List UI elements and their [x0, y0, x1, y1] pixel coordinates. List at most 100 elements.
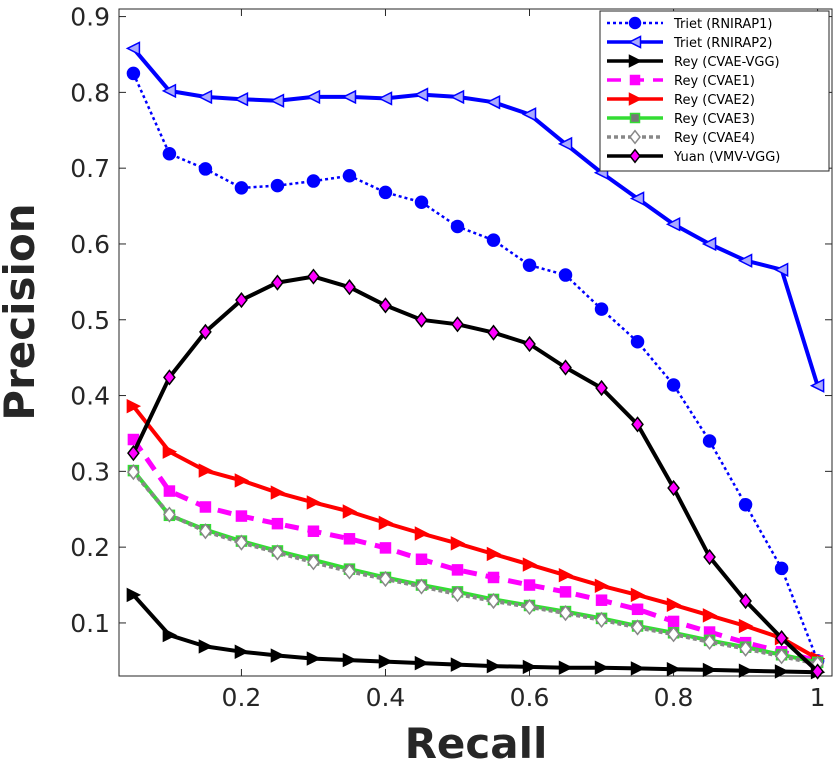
data-point: [595, 611, 608, 629]
series-8: [127, 268, 824, 680]
data-point: [234, 644, 250, 659]
data-point: [233, 91, 249, 107]
data-point: [270, 485, 286, 500]
y-tick-label: 0.4: [70, 382, 110, 411]
data-point: [451, 564, 464, 576]
data-point: [631, 619, 644, 636]
data-point: [666, 378, 681, 392]
legend-item: Rey (CVAE-VGG): [607, 54, 780, 70]
legend-item: Yuan (VMV-VGG): [607, 148, 780, 165]
data-point: [199, 523, 212, 540]
data-point: [522, 258, 537, 272]
data-point: [449, 89, 465, 105]
data-point: [558, 268, 573, 282]
data-point: [594, 578, 610, 594]
data-point: [631, 603, 644, 616]
data-point: [739, 592, 752, 610]
data-point: [414, 655, 430, 671]
y-axis-ticks: 0.1 0.2 0.3 0.4 0.5 0.6 0.7 0.8 0.9: [70, 3, 832, 638]
data-point: [522, 659, 538, 675]
data-point: [414, 195, 429, 210]
legend-label: Rey (CVAE-VGG): [674, 55, 780, 70]
series-2: [125, 41, 825, 393]
data-point: [198, 162, 213, 176]
data-point: [307, 525, 320, 537]
data-point: [631, 416, 644, 433]
x-axis-ticks: 0.2 0.4 0.6 0.8 1: [222, 9, 826, 712]
data-point: [450, 219, 465, 234]
data-point: [703, 548, 716, 566]
data-point: [271, 544, 284, 561]
data-point: [343, 279, 356, 296]
data-point: [235, 534, 248, 551]
legend-item: Triet (RNIRAP1): [607, 16, 772, 32]
data-point: [199, 323, 212, 341]
legend-label: Rey (CVAE3): [674, 112, 755, 127]
data-point: [127, 445, 140, 462]
series-line: [132, 72, 819, 662]
data-point: [306, 174, 321, 188]
data-point: [521, 107, 537, 122]
data-point: [198, 463, 214, 478]
legend-marker: [628, 54, 643, 68]
data-point: [809, 378, 825, 393]
y-tick-label: 0.5: [70, 306, 110, 335]
y-tick-label: 0.6: [70, 230, 110, 259]
x-tick-label: 0.2: [222, 683, 262, 712]
data-point: [415, 553, 428, 566]
legend-marker: [628, 92, 643, 106]
data-point: [377, 91, 393, 106]
data-point: [269, 93, 285, 108]
legend-label: Triet (RNIRAP1): [673, 17, 772, 32]
data-point: [630, 334, 645, 349]
legend-item: Rey (CVAE4): [607, 129, 755, 146]
data-point: [343, 533, 356, 545]
data-point: [450, 536, 466, 551]
data-point: [163, 485, 176, 497]
data-point: [270, 178, 285, 193]
series-7: [127, 463, 824, 672]
data-point: [487, 571, 500, 584]
data-point: [162, 444, 178, 459]
data-point: [737, 253, 753, 268]
legend-label: Yuan (VMV-VGG): [673, 150, 780, 165]
data-point: [235, 510, 248, 522]
data-point: [451, 586, 464, 603]
data-point: [378, 654, 394, 669]
data-point: [523, 579, 536, 591]
legend-label: Rey (CVAE2): [674, 93, 755, 108]
data-point: [738, 663, 754, 678]
data-point: [270, 648, 286, 663]
data-point: [775, 648, 788, 665]
data-point: [595, 594, 608, 606]
legend-item: Rey (CVAE2): [607, 92, 755, 108]
data-point: [199, 501, 212, 513]
data-point: [197, 89, 213, 105]
data-point: [343, 563, 356, 580]
legend-item: Triet (RNIRAP2): [607, 35, 772, 51]
data-point: [630, 661, 646, 676]
legend-label: Rey (CVAE1): [674, 74, 755, 89]
series-line: [131, 274, 819, 673]
data-point: [702, 662, 718, 678]
data-point: [738, 618, 754, 634]
x-tick-label: 0.4: [366, 683, 406, 712]
data-point: [559, 604, 572, 622]
series-line: [131, 470, 819, 666]
data-point: [163, 506, 176, 523]
data-point: [378, 185, 393, 200]
y-tick-label: 0.7: [70, 154, 110, 183]
data-point: [667, 615, 680, 628]
x-tick-label: 1: [810, 683, 826, 712]
data-point: [414, 526, 430, 541]
data-point: [305, 89, 321, 105]
data-point: [451, 316, 464, 333]
data-point: [271, 517, 284, 530]
data-point: [125, 41, 141, 56]
data-point: [342, 169, 357, 183]
data-point: [127, 463, 140, 481]
data-point: [773, 262, 789, 277]
data-point: [341, 89, 357, 105]
data-point: [162, 627, 178, 643]
